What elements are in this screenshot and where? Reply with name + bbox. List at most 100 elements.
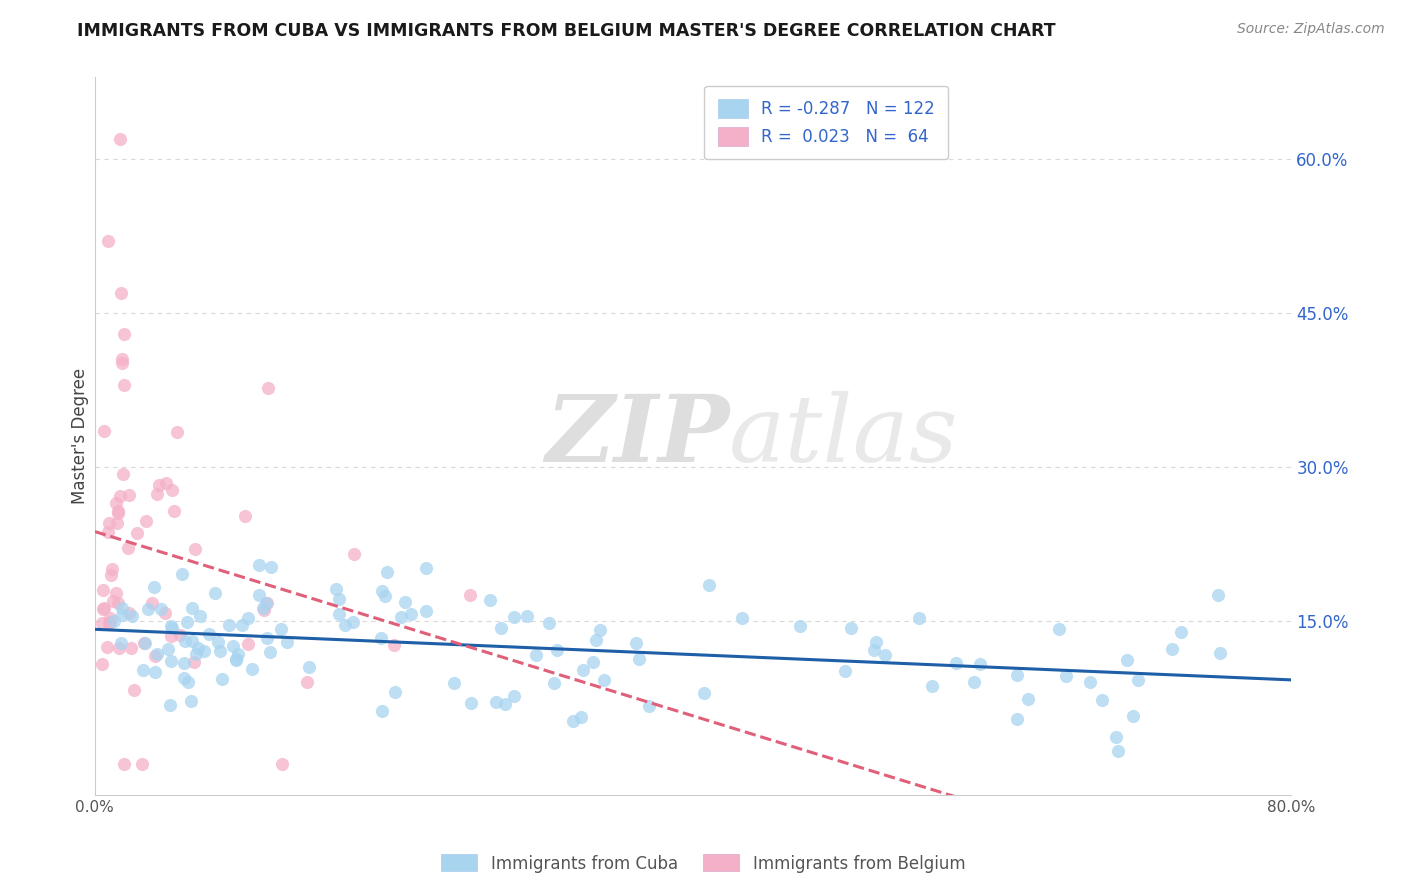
Point [589,623,612,637]
Point [399,607,422,621]
Point [270,623,292,637]
Point [148,478,170,492]
Point [693,686,716,700]
Point [375,565,398,579]
Point [342,615,364,629]
Point [177,674,200,689]
Point [163,504,186,518]
Point [460,696,482,710]
Point [155,476,177,491]
Point [384,685,406,699]
Point [107,504,129,518]
Text: atlas: atlas [730,391,959,481]
Text: IMMIGRANTS FROM CUBA VS IMMIGRANTS FROM BELGIUM MASTER'S DEGREE CORRELATION CHAR: IMMIGRANTS FROM CUBA VS IMMIGRANTS FROM … [77,22,1056,40]
Point [582,655,605,669]
Point [91,583,114,598]
Point [181,601,204,615]
Point [207,634,229,648]
Point [218,618,240,632]
Point [93,600,115,615]
Point [136,602,159,616]
Text: Source: ZipAtlas.com: Source: ZipAtlas.com [1237,22,1385,37]
Point [96,640,118,654]
Point [415,561,437,575]
Point [111,351,134,366]
Point [98,516,121,530]
Point [494,697,516,711]
Point [238,637,260,651]
Point [295,674,318,689]
Point [117,606,139,620]
Point [537,615,560,630]
Point [254,596,277,610]
Point [789,619,811,633]
Point [394,595,416,609]
Point [485,695,508,709]
Point [1116,653,1139,667]
Point [107,506,129,520]
Point [276,634,298,648]
Point [260,559,283,574]
Point [127,526,149,541]
Point [503,689,526,703]
Point [159,698,181,712]
Point [100,568,122,582]
Point [249,558,271,572]
Point [627,651,650,665]
Point [160,483,183,497]
Point [101,562,124,576]
Point [112,756,135,771]
Point [443,676,465,690]
Point [208,644,231,658]
Point [524,648,547,663]
Point [328,592,350,607]
Point [187,641,209,656]
Point [236,611,259,625]
Point [585,633,607,648]
Point [108,489,131,503]
Point [371,584,394,599]
Point [120,640,142,655]
Point [335,618,357,632]
Point [173,656,195,670]
Point [169,628,191,642]
Point [103,615,125,629]
Point [110,355,132,369]
Point [108,641,131,656]
Point [1209,646,1232,660]
Point [270,756,292,771]
Point [146,487,169,501]
Point [222,639,245,653]
Point [105,516,128,530]
Point [98,615,121,629]
Point [1091,692,1114,706]
Point [150,602,173,616]
Point [98,611,121,625]
Point [183,655,205,669]
Point [1122,709,1144,723]
Point [1054,668,1077,682]
Point [256,632,278,646]
Point [1017,691,1039,706]
Point [325,582,347,596]
Point [104,586,127,600]
Point [111,601,134,615]
Point [1206,588,1229,602]
Point [561,714,583,729]
Point [572,663,595,677]
Point [197,626,219,640]
Point [298,660,321,674]
Point [110,285,132,300]
Point [188,609,211,624]
Point [593,673,616,687]
Point [179,694,201,708]
Point [489,621,512,635]
Point [371,704,394,718]
Point [460,588,482,602]
Point [624,636,647,650]
Point [91,657,114,672]
Point [382,638,405,652]
Point [963,675,986,690]
Point [159,654,181,668]
Point [921,679,943,693]
